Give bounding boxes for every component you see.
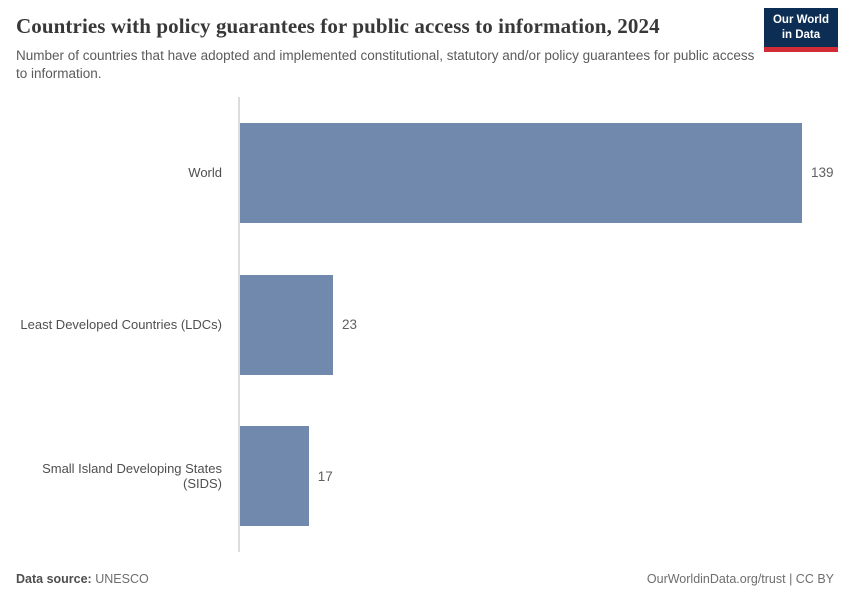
value-label: 23: [341, 317, 358, 332]
value-label: 139: [811, 165, 834, 181]
data-source-value: UNESCO: [95, 572, 149, 586]
category-label: Least Developed Countries (LDCs): [20, 317, 222, 332]
bar[interactable]: [240, 274, 333, 375]
data-source-label: Data source:: [16, 572, 92, 586]
bar-rows: World 139 Least Developed Countries (LDC…: [16, 97, 834, 552]
bar-row: Least Developed Countries (LDCs) 23: [16, 249, 834, 401]
owid-logo[interactable]: Our World in Data: [763, 8, 838, 52]
bar-area: 17: [238, 426, 834, 527]
owid-logo-line1: Our World: [772, 14, 829, 26]
bar[interactable]: [240, 122, 802, 223]
y-axis-line: [238, 97, 240, 552]
data-source: Data source: UNESCO: [16, 572, 149, 586]
chart-header: Countries with policy guarantees for pub…: [0, 0, 850, 83]
bar-area: 139: [238, 122, 834, 223]
credit-link[interactable]: OurWorldinData.org/trust | CC BY: [646, 572, 834, 586]
bar-row: World 139: [16, 97, 834, 249]
value-label: 17: [317, 468, 333, 484]
chart-title: Countries with policy guarantees for pub…: [16, 14, 660, 38]
category-label: World: [188, 165, 222, 181]
chart-subtitle: Number of countries that have adopted an…: [16, 48, 755, 81]
category-label: Small Island Developing States (SIDS): [42, 461, 222, 492]
owid-logo-line2: in Data: [781, 28, 821, 41]
bar-area: 23: [238, 274, 834, 375]
bar-chart: World 139 Least Developed Countries (LDC…: [16, 97, 834, 552]
bar[interactable]: [240, 426, 309, 527]
chart-footer: Data source: UNESCO OurWorldinData.org/t…: [16, 572, 834, 586]
bar-row: Small Island Developing States (SIDS) 17: [16, 400, 834, 552]
